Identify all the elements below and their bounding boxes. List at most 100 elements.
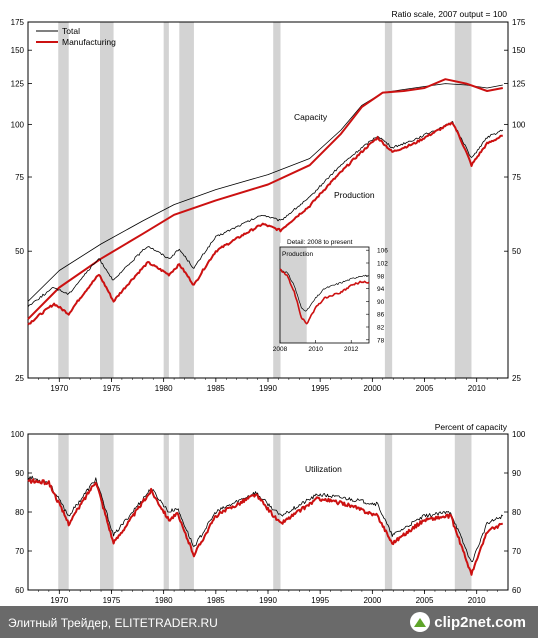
inset-detail-chart: Detail: 2008 to present Production 78 82 8… [273,239,388,353]
bottom-y-axis-label: Percent of capacity [435,422,508,432]
top-x-tick-label: 2010 [468,384,486,393]
inset-series-manufacturing-line [279,268,370,325]
bottom-x-tick-label: 1985 [207,596,225,605]
bottom-x-ticks: 1970 1975 1980 1985 1990 1995 2000 2005 2010 [38,590,498,605]
series-total-capacity-line [27,83,503,302]
inset-y-ticks: 78 82 86 90 94 98 102 106 [366,248,388,344]
top-x-ticks: 1970 1975 1980 1985 1990 1995 2000 2005 2010 [38,378,498,393]
inset-y-tick-label: 106 [377,248,388,255]
top-y-tick-label-right: 125 [512,80,526,89]
inset-x-tick-label: 2008 [273,346,288,353]
bottom-x-tick-label: 2000 [363,596,381,605]
bottom-y-tick-label-left: 80 [15,508,24,517]
bottom-y-ticks: 60 60 70 70 80 80 90 90 100 100 [11,430,526,595]
up-arrow-icon [410,612,431,632]
top-y-tick-label-left: 25 [15,374,24,383]
top-y-tick-label-left: 175 [11,18,25,27]
footer-bar: Элитный Трейдер, ELITETRADER.RU clip2net… [0,606,538,638]
bottom-series-lines [27,475,504,576]
inset-x-ticks: 2008 2010 2012 [273,340,359,353]
logo-text: clip2net.com [434,613,526,631]
top-x-tick-label: 1985 [207,384,225,393]
bottom-x-tick-label: 1980 [155,596,173,605]
top-recession-band-6 [454,22,472,378]
top-x-tick-label: 2000 [363,384,381,393]
bottom-y-tick-label-left: 90 [15,469,24,478]
bottom-recession-bands [58,434,472,590]
inset-title: Detail: 2008 to present [287,239,353,246]
top-y-tick-label-right: 50 [512,247,521,256]
top-x-tick-label: 1970 [50,384,68,393]
top-y-tick-label-right: 100 [512,120,526,129]
bottom-y-tick-label-right: 90 [512,469,521,478]
inset-y-tick-label: 86 [377,312,385,319]
footer-source-text: Элитный Трейдер, ELITETRADER.RU [8,616,218,630]
bottom-recession-band-5 [384,434,393,590]
bottom-x-tick-label: 1970 [50,596,68,605]
bottom-y-tick-label-right: 60 [512,586,521,595]
top-x-tick-label: 1995 [311,384,329,393]
top-recession-band-2 [163,22,169,378]
inset-series-lines [279,268,370,325]
top-panel: 25 25 50 50 75 75 100 100 125 125 150 150 175 175 197… [11,9,526,393]
utilization-manufacturing-line [27,478,503,576]
legend-label-total: Total [62,26,80,36]
top-x-tick-label: 1975 [103,384,121,393]
top-y-tick-label-left: 100 [11,120,25,129]
inset-y-tick-label: 98 [377,273,385,280]
inset-production-label: Production [282,251,313,258]
utilization-annotation: Utilization [305,464,342,474]
bottom-panel: 60 60 70 70 80 80 90 90 100 100 1970 1975 1980 1985 1… [11,422,526,605]
utilization-total-line [27,475,504,562]
inset-recession-shade [280,247,307,343]
inset-x-tick-label: 2010 [308,346,323,353]
bottom-recession-band-4 [273,434,281,590]
top-y-tick-label-left: 50 [15,247,24,256]
top-recession-band-5 [384,22,393,378]
top-y-tick-label-right: 25 [512,374,521,383]
scale-note: Ratio scale, 2007 output = 100 [391,9,507,19]
bottom-y-tick-label-left: 70 [15,547,24,556]
inset-y-tick-label: 90 [377,299,385,306]
top-y-tick-label-left: 150 [11,46,25,55]
bottom-recession-band-2 [163,434,169,590]
bottom-recession-band-6 [454,434,472,590]
bottom-x-tick-label: 2010 [468,596,486,605]
series-manufacturing-capacity-line [27,78,503,320]
inset-recession-band [280,247,307,343]
top-y-tick-label-left: 125 [11,80,25,89]
series-manufacturing-production-line [27,121,503,326]
chart-canvas: 25 25 50 50 75 75 100 100 125 125 150 150 175 175 197… [11,9,526,605]
inset-y-tick-label: 82 [377,325,385,332]
bottom-x-tick-label: 1995 [311,596,329,605]
top-y-tick-label-right: 175 [512,18,526,27]
top-series-lines [27,78,504,326]
bottom-y-tick-label-left: 100 [11,430,25,439]
bottom-recession-band-3 [179,434,194,590]
production-annotation: Production [334,190,375,200]
bottom-y-tick-label-right: 80 [512,508,521,517]
inset-y-tick-label: 102 [377,261,388,268]
bottom-x-tick-label: 1990 [259,596,277,605]
top-x-tick-label: 2005 [416,384,434,393]
top-y-tick-label-left: 75 [15,173,24,182]
top-recession-band-1 [100,22,114,378]
top-recession-band-4 [273,22,281,378]
inset-frame [279,246,370,344]
series-total-production-line [27,121,504,308]
top-y-tick-label-right: 150 [512,46,526,55]
top-y-tick-label-right: 75 [512,173,521,182]
bottom-x-tick-label: 1975 [103,596,121,605]
top-x-tick-label: 1990 [259,384,277,393]
bottom-y-tick-label-right: 70 [512,547,521,556]
bottom-y-tick-label-left: 60 [15,586,24,595]
top-recession-bands [58,22,472,378]
bottom-y-tick-label-right: 100 [512,430,526,439]
inset-x-tick-label: 2012 [344,346,359,353]
clip2net-logo[interactable]: clip2net.com [410,612,526,632]
top-y-ticks: 25 25 50 50 75 75 100 100 125 125 150 150 175 175 [11,18,526,383]
inset-series-total-line [279,269,369,312]
legend-label-manufacturing: Manufacturing [62,37,116,47]
inset-y-tick-label: 78 [377,337,385,344]
capacity-annotation: Capacity [294,112,328,122]
